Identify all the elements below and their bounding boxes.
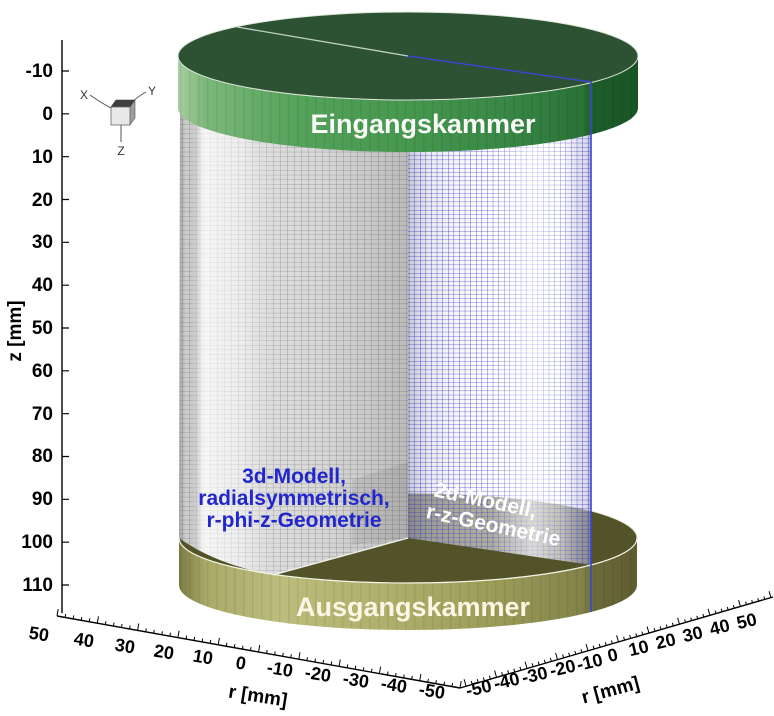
mesh-3d-cut-face — [352, 462, 408, 545]
model-3d-label-line2: radialsymmetrisch, — [198, 487, 389, 510]
z-tick: 10 — [32, 147, 53, 168]
r-axis-right-ticks — [463, 591, 772, 687]
mesh-3d-shading — [179, 107, 408, 575]
r-right-tick: 40 — [708, 615, 732, 639]
mesh-2d-blue — [408, 134, 591, 565]
inlet-chamber-label: Eingangskammer — [310, 109, 536, 139]
triad-cube-front — [110, 106, 131, 126]
z-tick: 30 — [32, 232, 53, 253]
r-right-tick: 20 — [654, 629, 678, 653]
z-tick: 90 — [32, 489, 53, 510]
r-axis-left: 50 40 30 20 10 0 -10 -20 -30 -40 -50 r [… — [27, 609, 462, 712]
triad-z-label: Z — [117, 144, 124, 158]
r-left-tick: 50 — [27, 623, 50, 646]
r-left-tick: 20 — [152, 641, 175, 664]
z-axis: -10 0 10 20 30 40 50 60 70 80 90 100 110… — [5, 40, 69, 613]
z-tick: -10 — [26, 61, 53, 82]
symmetry-line-gray — [236, 26, 409, 57]
z-tick: 0 — [42, 104, 53, 125]
r-right-tick: 50 — [735, 609, 759, 633]
outlet-disk-rim-facets — [179, 538, 637, 630]
mesh-2d-shading — [408, 134, 591, 565]
r-right-tick: 10 — [627, 636, 651, 660]
outlet-chamber-label: Ausgangskammer — [296, 592, 531, 622]
r-left-tick: -30 — [342, 668, 371, 692]
z-tick: 100 — [21, 532, 53, 553]
r-left-tick: 30 — [113, 635, 136, 658]
model-3d-label: 3d-Modell, radialsymmetrisch, r-phi-z-Ge… — [198, 465, 389, 532]
r-axis-left-ticks — [56, 609, 462, 689]
model-3d-label-line3: r-phi-z-Geometrie — [206, 509, 381, 532]
r-left-tick: -20 — [304, 662, 333, 686]
z-tick: 50 — [32, 318, 53, 339]
r-left-tick: -10 — [266, 657, 295, 681]
outlet-disk-top-edge — [178, 537, 638, 584]
r-right-tick: 0 — [606, 644, 620, 666]
inlet-chamber-disk — [177, 11, 639, 152]
triad-y-label: Y — [148, 84, 156, 98]
r-axis-right-line — [459, 596, 774, 689]
z-tick: 80 — [32, 446, 53, 467]
r-left-tick: -40 — [380, 673, 409, 697]
inlet-disk-rim-facets — [178, 56, 638, 152]
r-left-tick: 40 — [72, 629, 95, 652]
triad-x-label: X — [80, 88, 88, 102]
z-axis-label: z [mm] — [5, 300, 26, 361]
z-tick: 40 — [32, 275, 53, 296]
z-tick: 60 — [32, 361, 53, 382]
orientation-triad: X Y Z — [80, 84, 156, 158]
z-axis-ticks — [62, 70, 69, 586]
symmetry-line-blue — [407, 55, 592, 83]
z-tick: 70 — [32, 404, 53, 425]
triad-x-line — [89, 94, 112, 109]
r-left-tick: 0 — [234, 652, 247, 673]
r-left-tick: -50 — [418, 679, 447, 703]
mesh-3d-cut-edge — [272, 537, 409, 576]
z-tick: 20 — [32, 190, 53, 211]
r-left-tick: 10 — [191, 646, 214, 669]
model-3d-label-line1: 3d-Modell, — [242, 465, 346, 488]
r-right-tick: 30 — [681, 622, 705, 646]
mesh-3d-gray — [179, 107, 409, 576]
z-tick: 110 — [22, 575, 53, 596]
